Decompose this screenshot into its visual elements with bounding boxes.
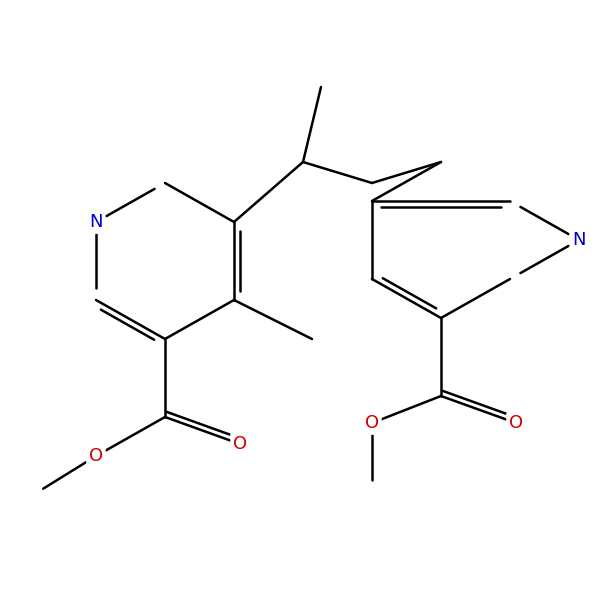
Text: N: N bbox=[89, 213, 103, 231]
Text: O: O bbox=[233, 435, 247, 453]
Text: N: N bbox=[572, 231, 586, 249]
Text: O: O bbox=[365, 414, 379, 432]
Text: O: O bbox=[89, 447, 103, 465]
Text: O: O bbox=[509, 414, 523, 432]
